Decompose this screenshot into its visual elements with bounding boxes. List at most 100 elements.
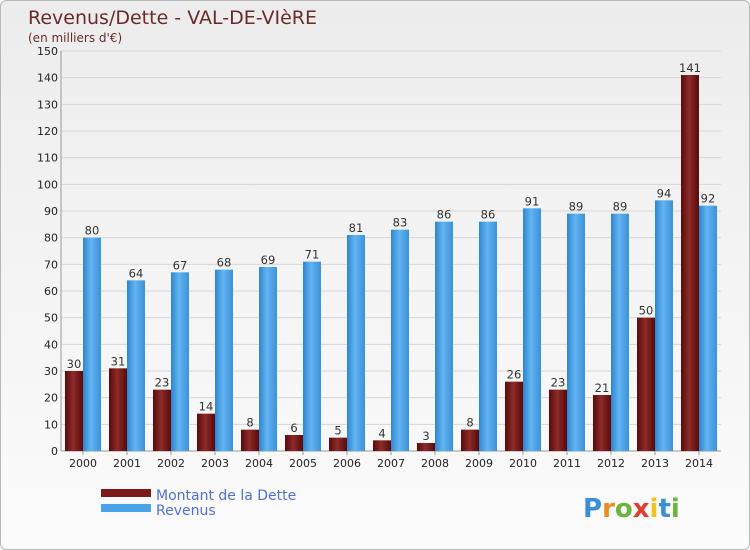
legend-swatch-debt <box>101 489 151 497</box>
debt-bar <box>593 395 611 451</box>
x-tick-label: 2009 <box>465 457 493 470</box>
debt-bar <box>197 413 215 451</box>
revenus-bar <box>699 205 717 451</box>
x-tick-label: 2000 <box>69 457 97 470</box>
legend-swatch-revenus <box>101 504 151 512</box>
value-label: 92 <box>701 192 716 206</box>
revenus-bar <box>611 213 629 451</box>
revenus-bar <box>479 221 497 451</box>
x-tick-label: 2011 <box>553 457 581 470</box>
value-label: 68 <box>217 256 232 270</box>
y-tick-label: 140 <box>37 72 58 85</box>
y-axis-ticks: 0 10 20 30 40 50 60 70 80 90 100 110 120 130 140 150 <box>37 45 58 458</box>
y-tick-label: 130 <box>37 98 58 111</box>
value-label: 8 <box>246 416 253 430</box>
y-tick-label: 20 <box>44 392 58 405</box>
chart-subtitle: (en milliers d'€) <box>28 31 122 45</box>
legend: Montant de la Dette Revenus <box>101 488 296 519</box>
debt-bar <box>153 389 171 451</box>
y-tick-label: 50 <box>44 312 58 325</box>
value-label: 50 <box>639 304 654 318</box>
y-tick-label: 30 <box>44 365 58 378</box>
x-tick-label: 2008 <box>421 457 449 470</box>
revenus-bar <box>655 200 673 451</box>
x-tick-label: 2014 <box>685 457 713 470</box>
revenus-bar <box>171 272 189 451</box>
value-label: 6 <box>290 421 297 435</box>
logo-letter: t <box>658 494 670 524</box>
value-label: 83 <box>393 216 408 230</box>
value-label: 81 <box>349 221 364 235</box>
y-tick-label: 110 <box>37 152 58 165</box>
value-label: 91 <box>525 194 540 208</box>
value-label: 26 <box>507 368 522 382</box>
value-label: 89 <box>613 200 628 214</box>
debt-bar <box>285 435 303 451</box>
x-tick-label: 2013 <box>641 457 669 470</box>
x-tick-label: 2001 <box>113 457 141 470</box>
value-label: 141 <box>679 61 701 75</box>
debt-bar <box>549 389 567 451</box>
logo-letter: i <box>650 494 659 524</box>
proxiti-logo: Proxiti <box>583 494 680 524</box>
revenus-bar <box>127 280 145 451</box>
y-tick-label: 40 <box>44 338 58 351</box>
value-label: 86 <box>481 208 496 222</box>
value-label: 5 <box>334 424 341 438</box>
revenus-bar <box>259 267 277 451</box>
logo-letter: i <box>671 494 680 524</box>
chart-title: Revenus/Dette - VAL-DE-VIèRE <box>28 7 317 29</box>
x-tick-label: 2012 <box>597 457 625 470</box>
debt-bar <box>65 371 83 451</box>
y-tick-label: 100 <box>37 178 58 191</box>
value-label: 80 <box>85 224 100 238</box>
debt-bar <box>461 429 479 451</box>
value-label: 86 <box>437 208 452 222</box>
logo-letter: r <box>602 494 615 524</box>
y-tick-label: 70 <box>44 258 58 271</box>
value-label: 67 <box>173 258 188 272</box>
revenus-bar <box>567 213 585 451</box>
debt-bar <box>505 381 523 451</box>
revenus-bar <box>215 269 233 451</box>
debt-bar <box>417 443 435 451</box>
value-label: 21 <box>595 381 610 395</box>
x-tick-label: 2005 <box>289 457 317 470</box>
value-label: 4 <box>378 426 385 440</box>
value-label: 30 <box>67 357 82 371</box>
value-label: 71 <box>305 248 320 262</box>
debt-bar <box>109 368 127 451</box>
x-tick-label: 2010 <box>509 457 537 470</box>
bars <box>65 75 717 451</box>
logo-letter: P <box>583 494 602 524</box>
value-label: 14 <box>199 400 214 414</box>
value-label: 69 <box>261 253 276 267</box>
y-tick-label: 0 <box>51 445 58 458</box>
x-axis-ticks: 2000 2001 2002 2003 2004 2005 2006 2007 2008 2009… <box>69 451 713 470</box>
legend-label-debt: Montant de la Dette <box>156 488 296 504</box>
x-tick-label: 2002 <box>157 457 185 470</box>
revenus-bar <box>347 235 365 451</box>
y-tick-label: 10 <box>44 418 58 431</box>
revenus-bar <box>391 229 409 451</box>
value-labels: 30 80 31 64 23 67 14 68 8 69 6 71 5 81 4 83 3 86 8 86 26 91 23… <box>67 61 716 443</box>
debt-bar <box>681 75 699 451</box>
revenus-bar <box>83 237 101 451</box>
revenus-bar <box>523 208 541 451</box>
debt-bar <box>373 440 391 451</box>
x-tick-label: 2003 <box>201 457 229 470</box>
x-tick-label: 2004 <box>245 457 273 470</box>
value-label: 23 <box>155 376 170 390</box>
y-tick-label: 80 <box>44 232 58 245</box>
value-label: 8 <box>466 416 473 430</box>
y-tick-label: 150 <box>37 45 58 58</box>
debt-bar <box>329 437 347 451</box>
debt-bar <box>637 317 655 451</box>
x-tick-label: 2007 <box>377 457 405 470</box>
y-tick-label: 60 <box>44 285 58 298</box>
logo-letter: x <box>633 494 650 524</box>
revenus-bar <box>303 261 321 451</box>
y-tick-label: 90 <box>44 205 58 218</box>
x-tick-label: 2006 <box>333 457 361 470</box>
debt-bar <box>241 429 259 451</box>
